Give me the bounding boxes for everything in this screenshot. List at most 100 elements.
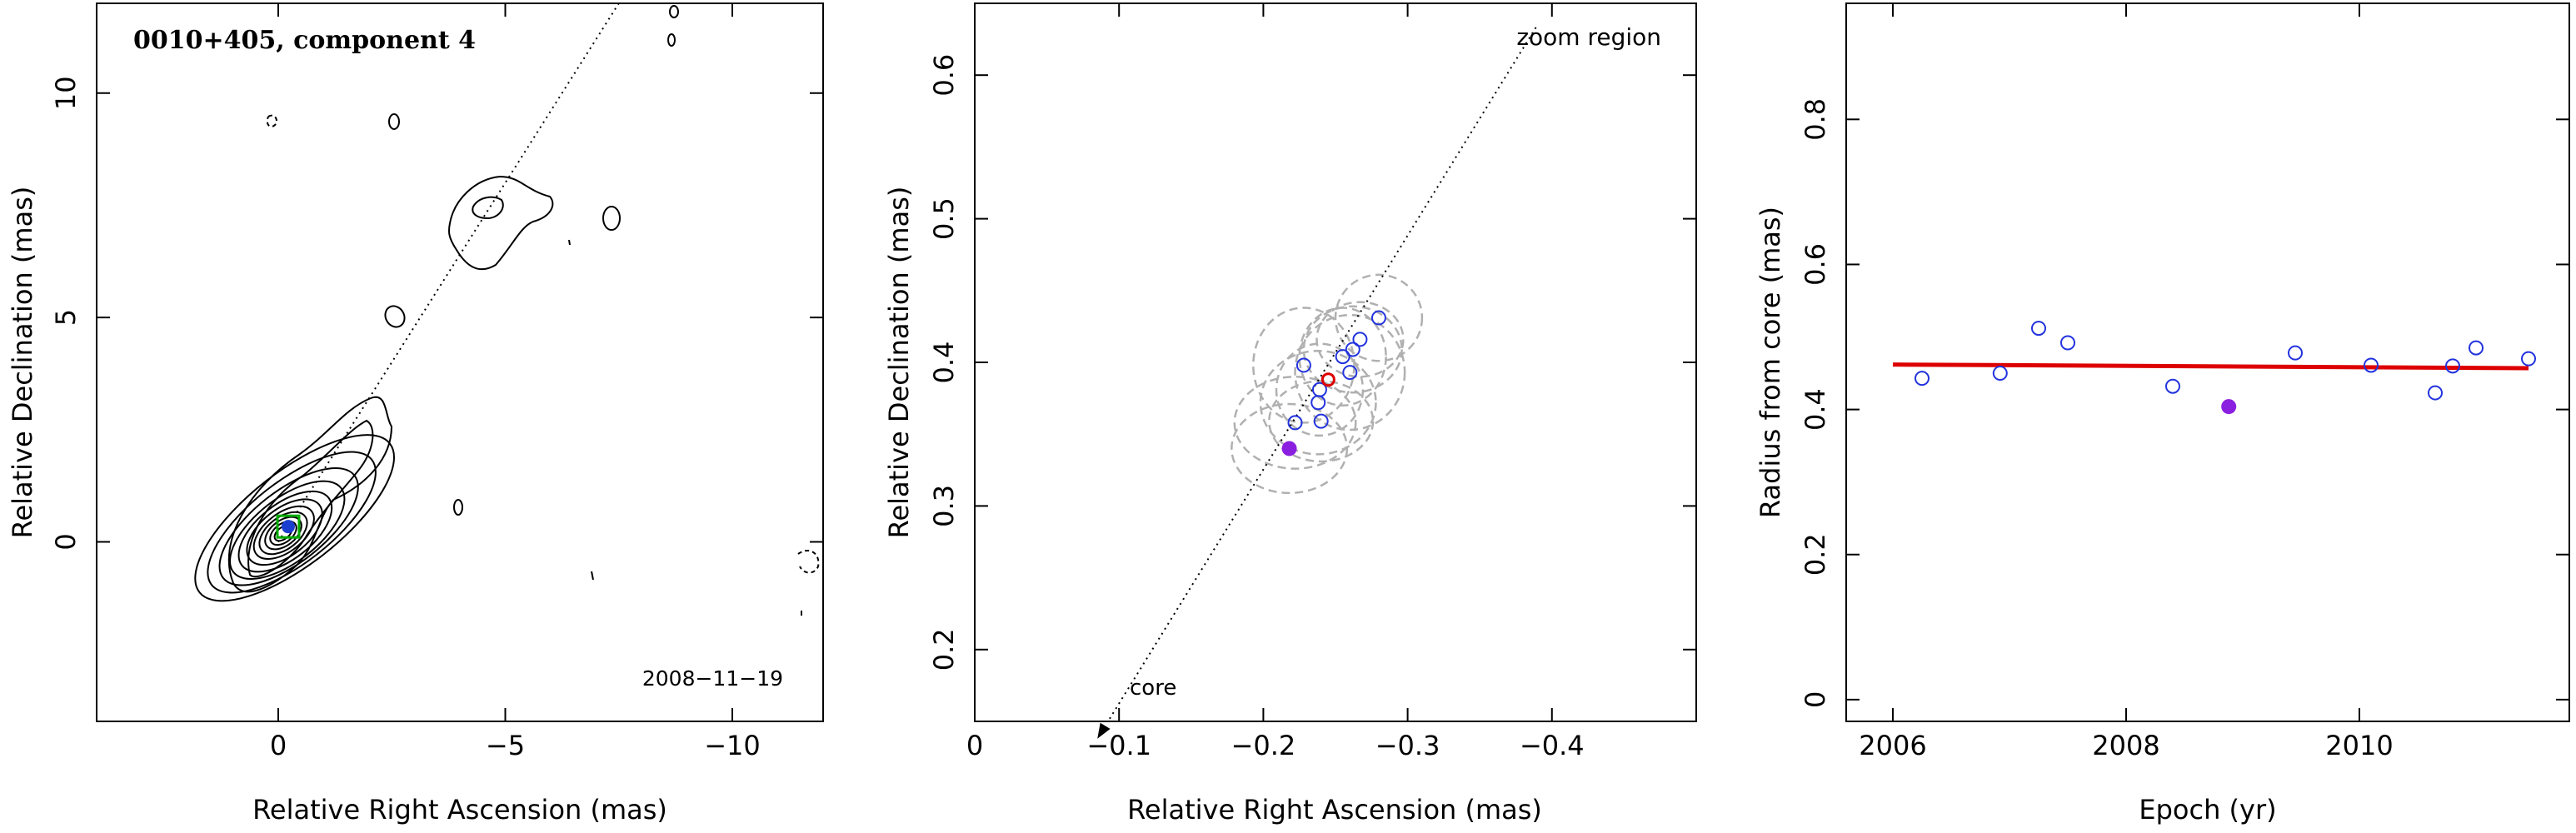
radius-points (1915, 321, 2536, 415)
position-point (1335, 349, 1350, 365)
position-point (1345, 342, 1360, 357)
contour-island (453, 499, 463, 516)
highlight-point (2221, 399, 2237, 415)
contour-map-panel: 0 −5 −10 0 5 10 0010+405, component 4 2008−11… (7, 2, 824, 826)
contour-island (602, 206, 621, 231)
core-arrow-icon (1097, 722, 1111, 739)
y-tick-label: 0.3 (928, 485, 960, 527)
contour-island (669, 5, 679, 18)
x-tick-label: −10 (704, 730, 761, 761)
axis-ticks (97, 3, 823, 721)
y-tick-label: 0.2 (928, 628, 960, 671)
negative-contour (266, 114, 277, 127)
x-tick-label: −0.2 (1231, 730, 1296, 761)
contour-island (568, 239, 571, 246)
tick-labels: 0 −5 −10 0 5 10 (50, 76, 761, 761)
radius-point (2521, 351, 2536, 367)
negative-contour (797, 550, 820, 574)
axis-ticks (974, 3, 1696, 721)
y-tick-label: 0 (1800, 691, 1831, 708)
component-ellipse (1275, 342, 1365, 437)
y-tick-label: 0.6 (928, 54, 960, 97)
contour-island (388, 113, 400, 130)
x-axis-label: Relative Right Ascension (mas) (252, 794, 667, 826)
radius-point (2428, 385, 2443, 401)
y-tick-label: 0.6 (1800, 243, 1831, 286)
component-ellipse (1259, 349, 1377, 456)
y-tick-label: 5 (50, 309, 82, 326)
position-point (1313, 413, 1329, 429)
x-tick-label: 2008 (2092, 730, 2159, 761)
radius-point (2445, 358, 2460, 374)
position-point (1370, 310, 1386, 326)
position-point (1352, 332, 1368, 347)
y-tick-label: 0.5 (928, 197, 960, 240)
component-positions (1281, 310, 1386, 456)
radius-point (2364, 357, 2379, 373)
contour-level (247, 419, 374, 578)
component-ellipse (1231, 402, 1349, 495)
radius-point (1992, 366, 2008, 382)
x-tick-label: 0 (270, 730, 287, 761)
plot-frame (96, 2, 824, 722)
y-tick-label: 0 (50, 533, 82, 550)
radius-point (2469, 340, 2484, 356)
position-point (1295, 357, 1311, 373)
y-tick-label: 10 (50, 76, 82, 110)
y-tick-label: 0.8 (1800, 98, 1831, 141)
x-tick-label: −5 (486, 730, 525, 761)
contour-level (472, 196, 504, 220)
contour-level (227, 396, 393, 593)
x-tick-label: −0.1 (1086, 730, 1151, 761)
highlight-point (1281, 441, 1297, 456)
component-ellipse (1294, 313, 1406, 431)
axis-ticks (1846, 3, 2569, 721)
contour-level (229, 480, 346, 581)
component-ellipse (1302, 305, 1403, 394)
position-point (1342, 365, 1358, 381)
tick-labels: 2006 2008 2010 0 0.2 0.4 0.6 0.8 (1800, 98, 2394, 761)
contour-level (237, 490, 333, 573)
position-point (1311, 382, 1327, 397)
component-marker (276, 514, 301, 539)
y-axis-label: Relative Declination (mas) (883, 187, 915, 539)
panel-title: 0010+405, component 4 (133, 26, 476, 55)
radius-point (2165, 378, 2180, 394)
radius-point (2288, 345, 2303, 361)
component-ellipse (1334, 273, 1424, 362)
contour-level (258, 511, 308, 556)
epoch-date-label: 2008−11−19 (642, 666, 783, 691)
x-tick-label: −0.3 (1375, 730, 1440, 761)
radius-point (1915, 371, 1930, 387)
component-ellipse (1315, 301, 1405, 378)
x-axis-label: Epoch (yr) (2139, 794, 2276, 826)
component-dot (281, 520, 295, 534)
contour-level (252, 505, 315, 560)
component-ellipse (1252, 307, 1355, 424)
contour-level (246, 498, 323, 566)
component-ellipses (1231, 273, 1424, 495)
y-tick-label: 0.4 (1800, 388, 1831, 431)
component-box (276, 514, 301, 539)
zoom-region-label: zoom region (1516, 23, 1661, 51)
y-axis-label: Radius from core (mas) (1755, 207, 1786, 518)
y-axis-label: Relative Declination (mas) (7, 187, 38, 539)
zoom-region-panel: 0 −0.1 −0.2 −0.3 −0.4 0.2 0.3 0.4 0.5 0.6 zoom re… (883, 2, 1697, 826)
x-tick-label: −0.4 (1520, 730, 1585, 761)
component-ellipse (1233, 375, 1357, 470)
fit-line (1892, 362, 2529, 371)
tick-labels: 0 −0.1 −0.2 −0.3 −0.4 0.2 0.3 0.4 0.5 0.6 (928, 54, 1585, 761)
plot-frame (974, 2, 1697, 722)
radius-point (2031, 321, 2046, 337)
core-label: core (1130, 676, 1176, 701)
contour-level (207, 451, 377, 594)
contour-island (591, 571, 594, 581)
jet-axis-line (277, 3, 620, 543)
contour-lines (194, 5, 820, 616)
y-tick-label: 0.2 (1800, 533, 1831, 576)
contour-island (384, 305, 406, 328)
plot-frame (1845, 2, 2570, 722)
x-axis-label: Relative Right Ascension (mas) (1127, 794, 1542, 826)
fit-position-marker (1320, 372, 1335, 387)
